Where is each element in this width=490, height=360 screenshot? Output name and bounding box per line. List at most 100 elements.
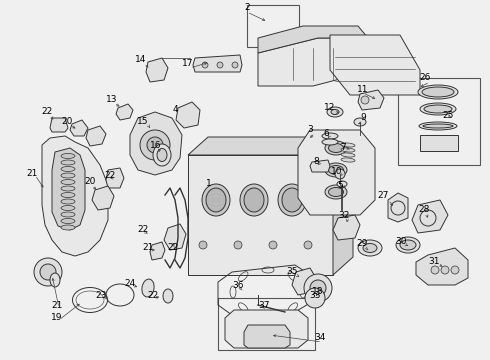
Circle shape xyxy=(441,266,449,274)
Text: 21: 21 xyxy=(142,243,154,252)
Ellipse shape xyxy=(420,103,456,115)
Ellipse shape xyxy=(322,139,338,145)
Text: 35: 35 xyxy=(286,266,298,275)
Circle shape xyxy=(232,62,238,68)
Ellipse shape xyxy=(61,219,75,224)
Ellipse shape xyxy=(423,124,453,128)
Polygon shape xyxy=(116,104,133,120)
Polygon shape xyxy=(258,38,368,86)
Polygon shape xyxy=(42,136,108,256)
Text: 20: 20 xyxy=(84,177,96,186)
Bar xyxy=(218,298,315,350)
Ellipse shape xyxy=(61,153,75,158)
Text: 37: 37 xyxy=(258,301,270,310)
Text: 5: 5 xyxy=(337,180,343,189)
Text: 30: 30 xyxy=(395,237,407,246)
Circle shape xyxy=(147,137,163,153)
Polygon shape xyxy=(333,215,360,240)
Polygon shape xyxy=(70,120,88,136)
Text: 22: 22 xyxy=(41,108,52,117)
Text: 6: 6 xyxy=(323,129,329,138)
Text: 27: 27 xyxy=(377,192,389,201)
Text: 11: 11 xyxy=(357,85,369,94)
Text: 17: 17 xyxy=(182,59,194,68)
Circle shape xyxy=(199,241,207,249)
Circle shape xyxy=(305,288,325,308)
Text: 9: 9 xyxy=(360,113,366,122)
Polygon shape xyxy=(176,102,200,128)
Polygon shape xyxy=(358,90,384,110)
Text: 12: 12 xyxy=(324,104,336,112)
Text: 7: 7 xyxy=(340,144,346,153)
Circle shape xyxy=(40,264,56,280)
Polygon shape xyxy=(150,242,165,260)
Circle shape xyxy=(310,280,326,296)
Polygon shape xyxy=(92,186,114,210)
Ellipse shape xyxy=(61,173,75,178)
Ellipse shape xyxy=(327,107,343,117)
Ellipse shape xyxy=(282,188,302,212)
Polygon shape xyxy=(52,148,85,230)
Polygon shape xyxy=(106,168,124,188)
Polygon shape xyxy=(310,160,330,172)
Text: 14: 14 xyxy=(135,54,147,63)
Text: 22: 22 xyxy=(147,292,159,301)
Text: 24: 24 xyxy=(124,279,136,288)
Circle shape xyxy=(269,241,277,249)
Ellipse shape xyxy=(422,87,454,97)
Ellipse shape xyxy=(244,188,264,212)
Polygon shape xyxy=(412,200,448,233)
Text: 22: 22 xyxy=(137,225,148,234)
Text: 25: 25 xyxy=(442,111,454,120)
Ellipse shape xyxy=(50,273,60,287)
Text: 32: 32 xyxy=(338,211,350,220)
Polygon shape xyxy=(292,268,316,295)
Text: 26: 26 xyxy=(419,73,431,82)
Ellipse shape xyxy=(153,144,171,166)
Ellipse shape xyxy=(400,240,416,250)
Ellipse shape xyxy=(363,243,377,252)
Polygon shape xyxy=(188,155,333,275)
Ellipse shape xyxy=(325,163,347,177)
Polygon shape xyxy=(298,130,375,215)
Ellipse shape xyxy=(328,188,343,197)
Text: 31: 31 xyxy=(428,257,440,266)
Polygon shape xyxy=(86,126,106,146)
Polygon shape xyxy=(193,55,242,72)
Ellipse shape xyxy=(157,148,167,162)
Ellipse shape xyxy=(163,289,173,303)
Ellipse shape xyxy=(202,184,230,216)
Text: 20: 20 xyxy=(61,117,73,126)
Polygon shape xyxy=(330,35,420,95)
Polygon shape xyxy=(188,137,353,155)
Text: 19: 19 xyxy=(51,314,63,323)
Polygon shape xyxy=(333,137,353,275)
Circle shape xyxy=(361,96,369,104)
Ellipse shape xyxy=(61,206,75,211)
Ellipse shape xyxy=(61,193,75,198)
Text: 23: 23 xyxy=(96,292,107,301)
Text: 18: 18 xyxy=(312,287,324,296)
Circle shape xyxy=(140,130,170,160)
Ellipse shape xyxy=(341,158,355,162)
Ellipse shape xyxy=(278,184,306,216)
Text: 33: 33 xyxy=(309,291,321,300)
Polygon shape xyxy=(244,325,290,348)
Ellipse shape xyxy=(337,181,347,187)
Circle shape xyxy=(304,241,312,249)
Text: 2: 2 xyxy=(244,4,250,13)
Ellipse shape xyxy=(61,186,75,191)
Ellipse shape xyxy=(354,118,366,126)
Ellipse shape xyxy=(61,212,75,217)
Circle shape xyxy=(234,241,242,249)
Circle shape xyxy=(304,274,332,302)
Text: 22: 22 xyxy=(104,171,116,180)
Ellipse shape xyxy=(206,188,226,212)
Ellipse shape xyxy=(358,240,382,256)
Text: 16: 16 xyxy=(150,140,162,149)
Ellipse shape xyxy=(396,237,420,253)
Ellipse shape xyxy=(240,184,268,216)
Ellipse shape xyxy=(142,279,154,297)
Text: 3: 3 xyxy=(307,126,313,135)
Text: 1: 1 xyxy=(206,180,212,189)
